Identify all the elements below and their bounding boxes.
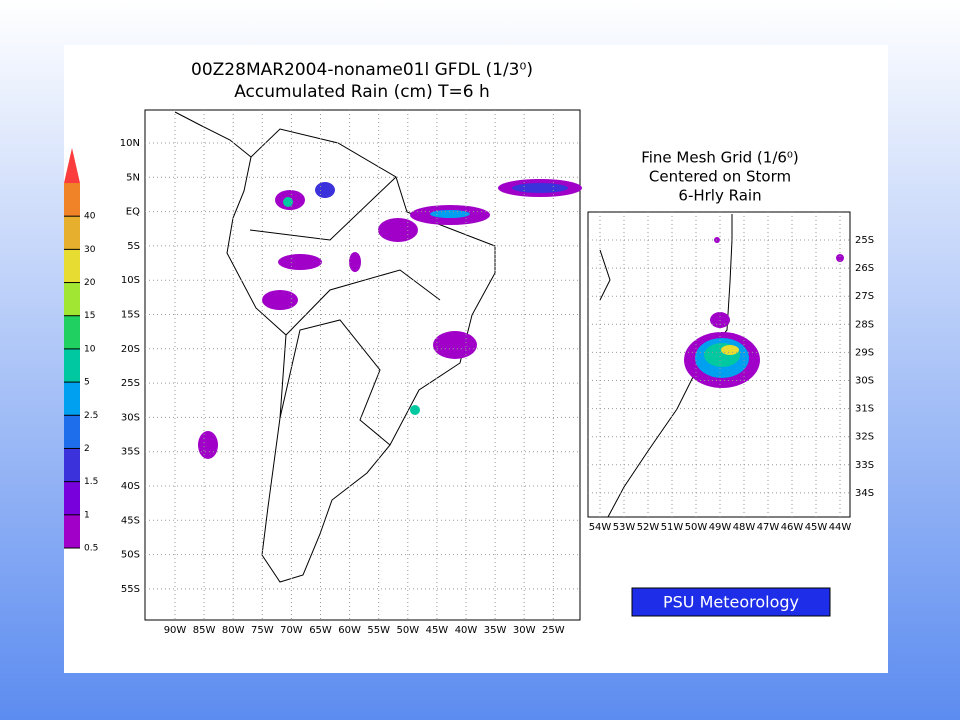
lat-label: 20S <box>121 344 140 355</box>
lon-label: 60W <box>338 625 361 636</box>
lon-label: 30W <box>513 625 536 636</box>
colorbar-label: 0.5 <box>84 544 98 554</box>
title-line: 00Z28MAR2004-noname01l GFDL (1/3⁰) <box>191 60 533 80</box>
lon-label: 47W <box>757 522 780 533</box>
map-frame <box>144 109 581 621</box>
colorbar-label: 40 <box>84 212 96 222</box>
coastline <box>174 111 496 583</box>
lat-label: 25S <box>121 378 140 389</box>
lon-label: 45W <box>805 522 828 533</box>
colorbar-swatch <box>64 514 80 548</box>
colorbar-label: 2 <box>84 444 90 454</box>
lat-label: 34S <box>855 488 874 499</box>
title-line: Accumulated Rain (cm) T=6 h <box>234 82 490 102</box>
inset-title: Fine Mesh Grid (1/6⁰) <box>641 149 799 167</box>
lat-label: 45S <box>121 515 140 526</box>
main-map: 10N 5N EQ 5S 10S 15S 20S 25S 30S 35S 40S 45S 50S 55S 9… <box>120 109 582 636</box>
colorbar-swatch <box>64 415 80 449</box>
lon-label: 70W <box>280 625 303 636</box>
colorbar-label: 20 <box>84 278 96 288</box>
colorbar-swatch <box>64 249 80 283</box>
badge <box>631 587 831 617</box>
lat-label: 5N <box>126 172 140 183</box>
lat-label: EQ <box>126 207 140 218</box>
lat-label: 40S <box>121 481 140 492</box>
lon-label: 55W <box>367 625 390 636</box>
lat-label: 10S <box>121 275 140 286</box>
lat-label: 30S <box>855 376 874 387</box>
colorbar-label: 30 <box>84 245 96 255</box>
lat-label: 26S <box>855 263 874 274</box>
lat-label: 15S <box>121 310 140 321</box>
lat-label: 10N <box>120 138 140 149</box>
colorbar-label: 5 <box>84 378 90 388</box>
lat-label: 35S <box>121 447 140 458</box>
lon-label: 90W <box>164 625 187 636</box>
lat-label: 28S <box>855 319 874 330</box>
lon-label: 54W <box>589 522 612 533</box>
colorbar-swatch <box>64 382 80 416</box>
colorbar-swatch <box>64 348 80 383</box>
colorbar-label: 15 <box>84 311 95 321</box>
lon-label: 35W <box>484 625 507 636</box>
colorbar-arrow <box>64 148 80 183</box>
colorbar-swatch <box>64 216 80 250</box>
rain <box>198 179 582 459</box>
lat-label: 27S <box>855 291 874 302</box>
colorbar-swatch <box>64 183 80 217</box>
lon-label: 48W <box>733 522 756 533</box>
colorbar-label: 1.5 <box>84 477 98 487</box>
colorbar-label: 2.5 <box>84 411 98 421</box>
colorbar-swatch <box>64 315 80 349</box>
badge-label: PSU Meteorology <box>663 593 799 612</box>
lat-label: 5S <box>127 241 140 252</box>
lon-label: 51W <box>661 522 684 533</box>
lat-label: 29S <box>855 347 874 358</box>
lat-label: 33S <box>855 460 874 471</box>
lon-label: 65W <box>309 625 332 636</box>
colorbar-swatch <box>64 481 80 515</box>
lon-label: 46W <box>781 522 804 533</box>
lon-label: 25W <box>542 625 565 636</box>
lat-label: 55S <box>121 584 140 595</box>
lat-label: 50S <box>121 550 140 561</box>
lon-label: 45W <box>426 625 449 636</box>
lon-label: 44W <box>829 522 852 533</box>
lat-label: 31S <box>855 404 874 415</box>
lon-label: 49W <box>709 522 732 533</box>
lon-label: 85W <box>193 625 216 636</box>
lon-label: 53W <box>613 522 636 533</box>
lat-label: 30S <box>121 412 140 423</box>
lon-label: 40W <box>455 625 478 636</box>
colorbar-label: 1 <box>84 510 90 520</box>
colorbar-swatch <box>64 282 80 316</box>
colorbar: 0.5 1 1.5 2 2.5 5 10 15 20 30 40 <box>64 148 98 554</box>
inset-title: 6-Hrly Rain <box>678 187 761 205</box>
inset-title: Centered on Storm <box>649 168 791 186</box>
rain <box>684 237 844 388</box>
lat-label: 25S <box>855 235 874 246</box>
lat-label: 32S <box>855 432 874 443</box>
lon-label: 52W <box>637 522 660 533</box>
lon-label: 50W <box>396 625 419 636</box>
colorbar-swatch <box>64 448 80 482</box>
lon-label: 80W <box>222 625 245 636</box>
lon-label: 75W <box>251 625 274 636</box>
lon-label: 50W <box>685 522 708 533</box>
colorbar-label: 10 <box>84 344 96 354</box>
